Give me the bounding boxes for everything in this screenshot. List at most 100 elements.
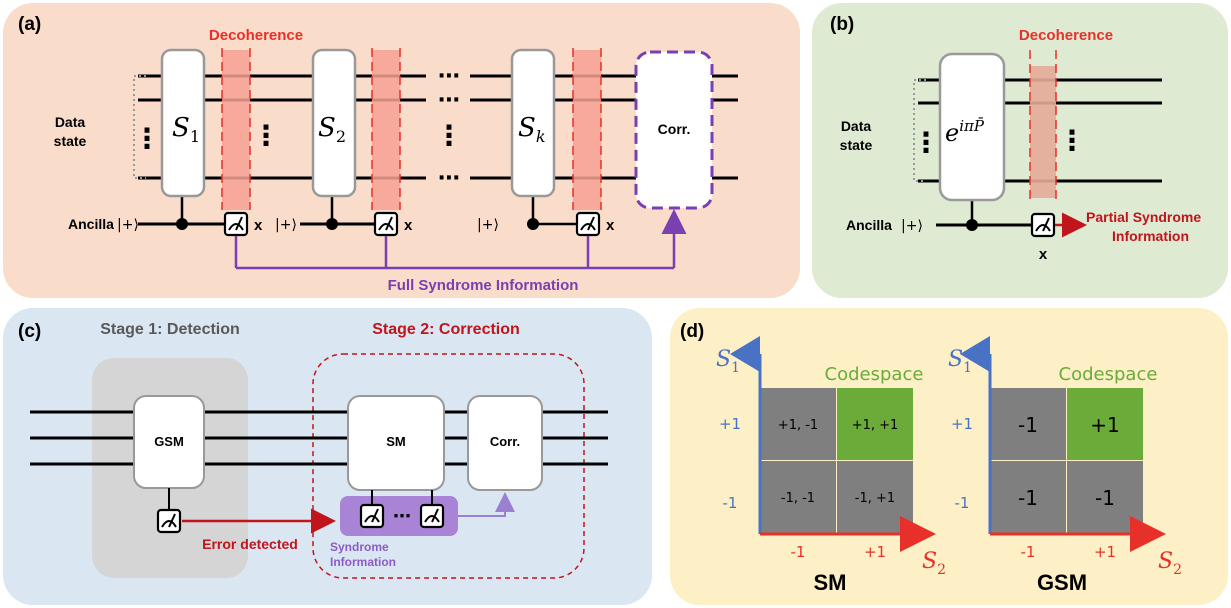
sm-gate <box>347 395 445 491</box>
syndrome-connectors <box>234 209 687 270</box>
x-outcome: x <box>254 217 263 234</box>
stabilizer-sk-gate <box>510 48 556 198</box>
data-state-label-2: state <box>840 137 873 153</box>
gsm-cell-label: -1 <box>1095 486 1115 510</box>
measurement-icon <box>156 508 182 534</box>
panel-b-background <box>812 3 1228 298</box>
panel-a: (a) Decoherence Data state ⋮ ⋮ <box>3 3 800 298</box>
ket-plus: |+⟩ <box>901 218 923 234</box>
syndrome-info-label-1: Syndrome <box>330 540 389 554</box>
panel-d-label: (d) <box>680 321 704 342</box>
vdots-icon: ⋮ <box>912 126 940 159</box>
sm-cell-label: +1, +1 <box>852 418 899 433</box>
codespace-label: Codespace <box>1059 364 1158 385</box>
stabilizer-s2-label: S2 <box>318 113 346 146</box>
data-state-label-1: Data <box>55 114 86 130</box>
pauli-exponential-label: eiπP̄ <box>945 117 985 147</box>
measurement-icon <box>373 211 399 237</box>
tick-label: +1 <box>864 543 886 561</box>
tick-label: -1 <box>955 494 970 512</box>
data-state-label-1: Data <box>841 118 872 134</box>
stabilizer-s1-label: S1 <box>172 113 200 146</box>
sm-cell-label: +1, -1 <box>778 418 818 433</box>
sm-cell <box>760 461 836 533</box>
codespace-label: Codespace <box>825 364 924 385</box>
sm-cell-label: -1, -1 <box>781 491 815 506</box>
x-outcome: x <box>606 217 615 234</box>
ket-plus: |+⟩ <box>477 217 499 233</box>
error-detected-label: Error detected <box>202 536 298 552</box>
hdots-icon: ⋯ <box>438 88 460 113</box>
gsm-cell <box>990 388 1066 460</box>
stage2-label: Stage 2: Correction <box>372 321 520 338</box>
panel-c: (c) Stage 1: Detection Stage 2: Correcti… <box>3 308 652 605</box>
gsm-grid: -1 +1 -1 -1 <box>990 388 1143 533</box>
tick-label: +1 <box>951 415 973 433</box>
vdots-icon: ⋮ <box>435 119 463 152</box>
sm-cell-label: -1, +1 <box>855 491 895 506</box>
correction-gate <box>467 395 543 491</box>
control-dot <box>176 218 188 230</box>
tick-label: +1 <box>719 415 741 433</box>
gsm-cell-label: -1 <box>1018 486 1038 510</box>
tick-label: -1 <box>791 543 806 561</box>
correction-box <box>634 50 714 210</box>
ancilla-label: Ancilla <box>68 216 114 232</box>
panel-d: (d) +1, -1 +1, +1 -1, -1 -1, +1 S1 S2 Co… <box>670 308 1228 605</box>
panel-b-label: (b) <box>830 14 854 35</box>
panel-a-label: (a) <box>18 14 41 35</box>
stabilizer-sk-label: Sk <box>518 113 546 146</box>
correction-label: Corr. <box>658 121 691 137</box>
pauli-exponential-gate <box>938 52 1006 202</box>
hdots-icon: ⋯ <box>438 166 460 191</box>
syndrome-to-correction-arrow <box>458 492 515 517</box>
partial-syndrome-label-1: Partial Syndrome <box>1086 209 1201 225</box>
stabilizer-s2-gate <box>311 48 357 198</box>
vdots-icon: ⋮ <box>1058 124 1086 157</box>
s1-axis-label: S1 <box>948 347 972 376</box>
full-syndrome-label: Full Syndrome Information <box>388 277 579 294</box>
data-state-bracket <box>913 79 926 182</box>
measurement-icon <box>359 503 385 529</box>
gsm-title: GSM <box>1037 570 1087 595</box>
panel-b: (b) Decoherence Data state ⋮ ⋮ eiπP̄ Anc… <box>812 3 1228 298</box>
measurement-icon <box>575 211 601 237</box>
decoherence-bands <box>221 48 602 210</box>
s2-axis-label: S2 <box>922 549 946 578</box>
control-dot <box>966 219 978 231</box>
sm-title: SM <box>814 570 847 595</box>
ancilla-label: Ancilla <box>846 217 892 233</box>
hdots-icon: ⋯ <box>393 506 411 527</box>
control-dot <box>326 218 338 230</box>
sm-grid: +1, -1 +1, +1 -1, -1 -1, +1 <box>760 388 913 533</box>
tick-label: +1 <box>1094 543 1116 561</box>
hdots-icon: ⋯ <box>438 64 460 89</box>
s1-axis-label: S1 <box>716 347 740 376</box>
partial-syndrome-label-2: Information <box>1112 228 1189 244</box>
control-dot <box>527 218 539 230</box>
x-outcome: x <box>404 217 413 234</box>
ket-plus: |+⟩ <box>275 217 297 233</box>
gsm-cell-label: +1 <box>1090 413 1119 437</box>
stabilizer-s1-gate <box>160 48 206 198</box>
vdots-icon: ⋮ <box>252 119 280 152</box>
measurement-icon <box>419 503 445 529</box>
sm-cell-codespace <box>837 388 913 460</box>
vdots-icon: ⋮ <box>133 122 161 155</box>
decoherence-label: Decoherence <box>209 27 303 44</box>
measurement-icon <box>1030 212 1056 238</box>
decoherence-label: Decoherence <box>1019 27 1113 44</box>
correction-label: Corr. <box>490 434 520 449</box>
sm-cell <box>760 388 836 460</box>
tick-label: -1 <box>1021 543 1036 561</box>
data-state-label-2: state <box>54 133 87 149</box>
sm-label: SM <box>386 434 406 449</box>
x-outcome: x <box>1039 246 1048 263</box>
gsm-cell <box>990 461 1066 533</box>
tick-label: -1 <box>723 494 738 512</box>
syndrome-info-label-2: Information <box>330 555 396 569</box>
gsm-cell-codespace <box>1067 388 1143 460</box>
decoherence-band <box>1030 66 1056 198</box>
measurement-icon <box>223 211 249 237</box>
gsm-label: GSM <box>154 434 184 449</box>
